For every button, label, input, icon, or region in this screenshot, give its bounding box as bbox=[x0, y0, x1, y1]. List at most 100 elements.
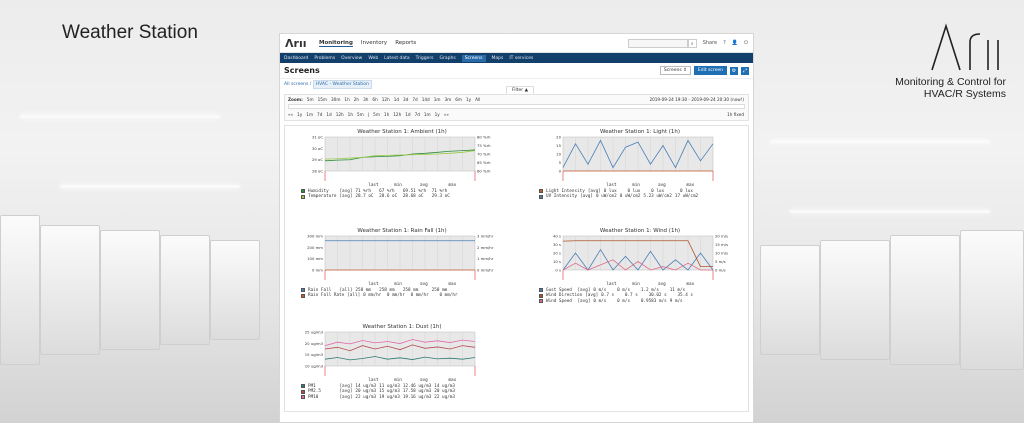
legend-cell: 258 mm bbox=[355, 287, 377, 293]
zoom-1y[interactable]: 1y bbox=[465, 97, 472, 102]
filter-toggle[interactable]: Filter ▲ bbox=[506, 86, 535, 94]
graph-plot[interactable]: 25 ug/m3 20 ug/m3 15 ug/m3 10 ug/m3 bbox=[287, 330, 517, 378]
y2-tick-label: 0 m/s bbox=[715, 268, 726, 273]
zoom-3d[interactable]: 3d bbox=[403, 97, 409, 102]
subnav-graphs[interactable]: Graphs bbox=[439, 55, 456, 61]
graph-panel: Weather Station 1: Dust (1h) 25 ug/m3 20 u… bbox=[287, 324, 517, 400]
legend-cell: 0 m/s bbox=[593, 298, 615, 304]
zoom-1m[interactable]: 1m bbox=[433, 97, 441, 102]
graph-title: Weather Station 1: Dust (1h) bbox=[362, 324, 442, 330]
y-tick-label: 15 ug/m3 bbox=[305, 352, 324, 357]
nav-step-16[interactable]: »» bbox=[443, 112, 449, 117]
topnav-monitoring[interactable]: Monitoring bbox=[319, 39, 353, 47]
zoom-5m[interactable]: 5m bbox=[306, 97, 314, 102]
nav-step-2[interactable]: 1m bbox=[306, 112, 314, 117]
breadcrumb: All screens / HVAC - Weather Station bbox=[280, 79, 753, 90]
zoom-15m[interactable]: 15m bbox=[317, 97, 327, 102]
legend-cell: 35.4 s bbox=[677, 293, 704, 298]
legend-swatch bbox=[301, 293, 305, 298]
zoom-1d[interactable]: 1d bbox=[393, 97, 400, 102]
breadcrumb-all-screens[interactable]: All screens bbox=[284, 82, 309, 87]
zoom-3h[interactable]: 3h bbox=[363, 97, 369, 102]
legend-row: UV Intensity [avg] 0 uW/cm2 0 uW/cm2 5.23 uW… bbox=[539, 194, 753, 200]
subnav-screens[interactable]: Screens bbox=[461, 54, 486, 62]
graph-plot[interactable]: 300 mm 200 mm 100 mm 0 mm 3 mm/hr 2 mm/hr 1 mm… bbox=[287, 234, 517, 282]
legend-cell: 0.7 s bbox=[624, 293, 646, 298]
subnav-overview[interactable]: Overview bbox=[341, 55, 363, 61]
legend-cell: Light Intensity bbox=[546, 188, 585, 194]
zoom-All[interactable]: All bbox=[475, 97, 481, 102]
legend-cell: 22 ug/m3 bbox=[355, 394, 377, 400]
fixed-toggle[interactable]: 1h fixed bbox=[727, 112, 744, 117]
subnav-triggers[interactable]: Triggers bbox=[415, 55, 434, 61]
breadcrumb-current[interactable]: HVAC - Weather Station bbox=[312, 80, 372, 89]
user-icon[interactable]: 👤 bbox=[731, 40, 739, 46]
subnav-dashboard[interactable]: Dashboard bbox=[284, 55, 309, 61]
search-icon[interactable]: ⌕ bbox=[687, 38, 697, 48]
graph-plot[interactable]: 40 s 30 s 20 s 10 s 0 s 20 m/s 15 m/s 10 m/s 5 m… bbox=[525, 234, 754, 282]
help-icon[interactable]: ? bbox=[723, 40, 726, 46]
legend-cell: 30.02 s bbox=[648, 293, 675, 298]
zoom-6m[interactable]: 6m bbox=[455, 97, 462, 102]
nav-step-8[interactable]: | bbox=[367, 112, 370, 117]
y-tick-label: 0 s bbox=[555, 268, 561, 273]
nav-step-4[interactable]: 1d bbox=[326, 112, 332, 117]
nav-step-13[interactable]: 7d bbox=[414, 112, 420, 117]
nav-step-10[interactable]: 1h bbox=[383, 112, 390, 117]
nav-step-3[interactable]: 7d bbox=[317, 112, 323, 117]
zoom-12h[interactable]: 12h bbox=[381, 97, 390, 102]
y-tick-label: 0 bbox=[559, 169, 562, 174]
legend-row: PM2.5 [avg] 20 ug/m3 15 ug/m3 17.58 ug/m3 20… bbox=[301, 389, 517, 395]
legend-cell: 28.7 oC bbox=[355, 194, 377, 199]
graph-legend: last min avg max Gust Speed [avg] 0 m/s 0 … bbox=[539, 282, 753, 304]
topnav-inventory[interactable]: Inventory bbox=[360, 39, 388, 46]
share-link[interactable]: Share bbox=[702, 40, 718, 46]
zoom-6h[interactable]: 6h bbox=[372, 97, 378, 102]
topnav-reports[interactable]: Reports bbox=[395, 39, 417, 46]
settings-icon[interactable]: ⚙ bbox=[730, 66, 738, 75]
zoom-7d[interactable]: 7d bbox=[412, 97, 418, 102]
legend-swatch bbox=[301, 288, 305, 293]
fullscreen-icon[interactable]: ⤢ bbox=[741, 66, 749, 75]
nav-step-9[interactable]: 5m bbox=[373, 112, 380, 117]
subnav-latest-data[interactable]: Latest data bbox=[384, 55, 410, 61]
zoom-1h[interactable]: 1h bbox=[344, 97, 350, 102]
legend-row: Light Intensity [avg] 0 lux 0 lux 0 lux 0 … bbox=[539, 188, 753, 195]
nav-step-5[interactable]: 12h bbox=[335, 112, 344, 117]
nav-step-12[interactable]: 1d bbox=[405, 112, 411, 117]
subnav-web[interactable]: Web bbox=[368, 55, 379, 61]
zoom-30m[interactable]: 30m bbox=[331, 97, 341, 102]
nav-step-6[interactable]: 1h bbox=[347, 112, 353, 117]
y-tick-label: 20 bbox=[556, 135, 561, 140]
search-input[interactable] bbox=[627, 38, 688, 48]
screens-select[interactable]: Screens ⇕ bbox=[659, 66, 691, 75]
nav-step-11[interactable]: 12h bbox=[393, 112, 402, 117]
legend-cell: [avg] bbox=[339, 383, 353, 389]
time-slider[interactable] bbox=[288, 104, 745, 109]
zoom-2h[interactable]: 2h bbox=[353, 97, 360, 102]
power-icon[interactable]: ⏻ bbox=[744, 40, 748, 46]
edit-screen-button[interactable]: Edit screen bbox=[693, 66, 727, 75]
legend-cell: [avg] bbox=[339, 389, 353, 394]
legend-cell: Gust Speed bbox=[546, 287, 575, 293]
nav-step-1[interactable]: 1y bbox=[297, 112, 303, 117]
legend-cell: 0 mm/hr bbox=[410, 293, 437, 298]
subnav-it-services[interactable]: IT services bbox=[509, 55, 534, 61]
app-logo[interactable]: Λrıı bbox=[285, 36, 307, 50]
dashboard-grid: Weather Station 1: Ambient (1h) 31 oC 30 o… bbox=[284, 125, 749, 412]
graph-plot[interactable]: 31 oC 30 oC 29 oC 28 oC 80 %rh 75 %rh 70 %rh 65… bbox=[287, 135, 517, 183]
zoom-3m[interactable]: 3m bbox=[444, 97, 452, 102]
legend-cell: 1.2 m/s bbox=[640, 287, 667, 293]
nav-step-7[interactable]: 5m bbox=[357, 112, 364, 117]
y2-tick-label: 80 %rh bbox=[477, 135, 491, 140]
graph-panel: Weather Station 1: Wind (1h) 40 s 30 s 20 s… bbox=[525, 228, 754, 304]
subnav-problems[interactable]: Problems bbox=[314, 55, 336, 61]
zoom-14d[interactable]: 14d bbox=[421, 97, 430, 102]
y2-tick-label: 15 m/s bbox=[715, 242, 728, 247]
nav-step-0[interactable]: «« bbox=[288, 112, 294, 117]
nav-step-15[interactable]: 1y bbox=[434, 112, 440, 117]
legend-cell: 22 ug/m3 bbox=[434, 394, 461, 400]
subnav-maps[interactable]: Maps bbox=[491, 55, 504, 61]
graph-plot[interactable]: 20 15 10 5 0 bbox=[525, 135, 754, 183]
nav-step-14[interactable]: 1m bbox=[423, 112, 431, 117]
